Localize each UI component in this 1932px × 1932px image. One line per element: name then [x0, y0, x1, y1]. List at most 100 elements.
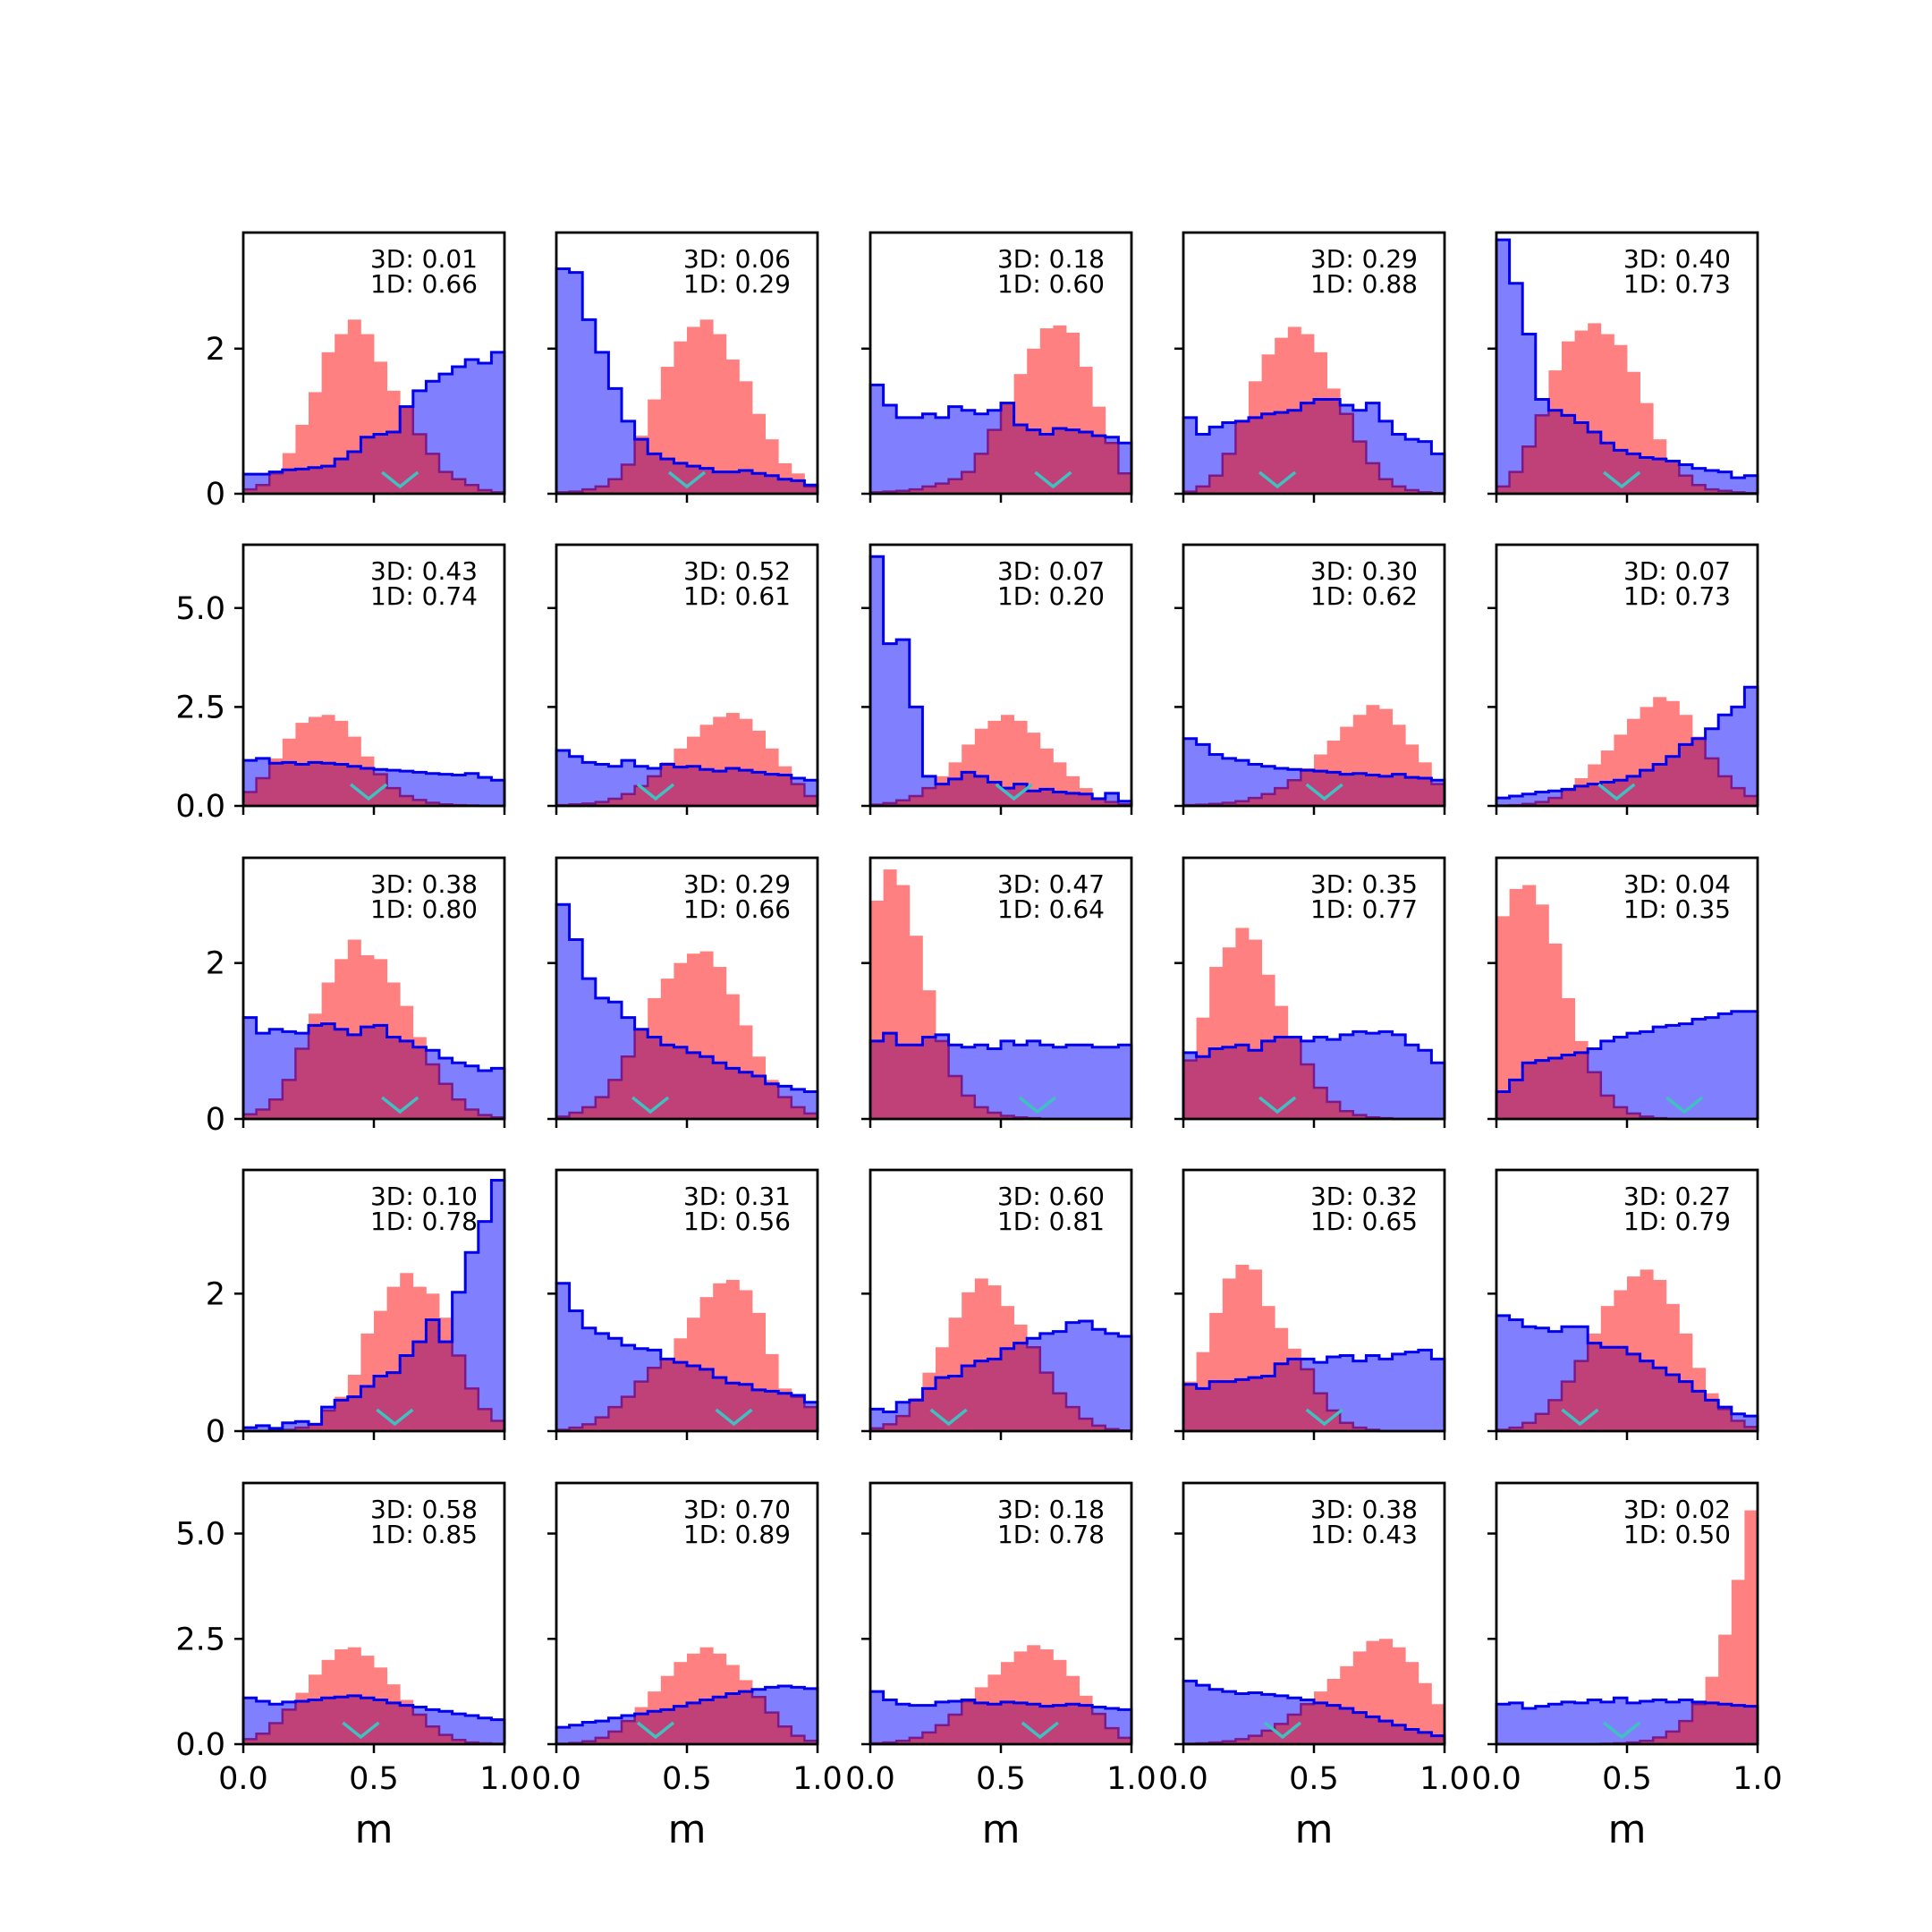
overlap-bar-13 — [412, 434, 427, 494]
blue-bar-4 — [922, 1705, 936, 1733]
overlap-bar-10 — [374, 1376, 387, 1431]
blue-bar-17 — [778, 1086, 792, 1097]
blue-bar-16 — [1392, 1353, 1406, 1431]
blue-step-line — [242, 1179, 506, 1431]
blue-bar-5 — [622, 1017, 635, 1057]
overlap-bar-18 — [1731, 1420, 1745, 1431]
overlap-bar-19 — [1118, 1737, 1132, 1744]
x-tick-label: 0.0 — [1471, 1761, 1521, 1797]
annotation-1d: 1D: 0.81 — [997, 1207, 1105, 1236]
overlap-bar-1 — [1196, 1056, 1210, 1119]
blue-bar-2 — [1522, 334, 1537, 447]
overlap-bar-7 — [335, 1029, 349, 1119]
overlap-bar-19 — [804, 1741, 818, 1744]
overlap-bar-6 — [1261, 793, 1275, 806]
blue-bar-17 — [1092, 1046, 1106, 1119]
marker-chevron — [1258, 470, 1297, 489]
overlap-bar-12 — [400, 1705, 414, 1744]
overlap-bar-10 — [374, 1699, 387, 1744]
blue-step-line — [1495, 1314, 1759, 1431]
blue-bar-1 — [883, 1411, 897, 1425]
overlap-bar-12 — [1340, 1111, 1354, 1119]
red-bar-7 — [335, 959, 349, 1030]
marker-chevron — [636, 783, 675, 801]
red-bar-14 — [1053, 762, 1067, 792]
overlap-bar-7 — [962, 1366, 976, 1431]
x-axis-label: m — [1608, 1807, 1647, 1852]
blue-bar-18 — [1418, 1350, 1432, 1431]
x-tick-label: 0.5 — [1602, 1761, 1652, 1797]
overlap-bar-12 — [1340, 413, 1354, 494]
overlap-bar-11 — [1640, 1360, 1654, 1431]
blue-bar-5 — [936, 417, 949, 484]
red-bar-15 — [1379, 708, 1393, 776]
blue-bar-0 — [1496, 240, 1510, 487]
blue-bar-18 — [1105, 436, 1119, 444]
overlap-bar-13 — [1352, 773, 1367, 806]
blue-bar-13 — [412, 772, 427, 801]
red-bar-9 — [1614, 344, 1628, 451]
overlap-bar-8 — [1287, 780, 1301, 806]
blue-bar-14 — [426, 1709, 440, 1727]
blue-bar-14 — [1679, 1699, 1693, 1722]
overlap-bar-12 — [1340, 774, 1354, 806]
y-tick-label: 2 — [206, 1276, 225, 1312]
overlap-bar-4 — [295, 1048, 309, 1119]
overlap-bar-4 — [608, 799, 623, 806]
annotation-3d: 3D: 0.18 — [997, 1495, 1105, 1524]
red-bar-17 — [1405, 744, 1419, 778]
blue-bar-3 — [1222, 1691, 1236, 1741]
overlap-bar-1 — [1509, 1428, 1523, 1431]
blue-bar-19 — [1744, 687, 1758, 796]
overlap-bar-0 — [243, 489, 257, 494]
blue-bar-19 — [1431, 453, 1445, 494]
red-bar-17 — [778, 1388, 792, 1394]
overlap-bar-17 — [1092, 436, 1106, 494]
y-tick-label: 5.0 — [175, 1517, 225, 1553]
blue-bar-18 — [1105, 1046, 1119, 1119]
blue-bar-18 — [1731, 478, 1745, 493]
overlap-bar-8 — [974, 453, 988, 494]
overlap-bar-5 — [622, 1396, 635, 1431]
overlap-bar-11 — [1326, 1705, 1341, 1744]
annotation-1d: 1D: 0.62 — [1310, 581, 1418, 611]
blue-bar-0 — [556, 750, 570, 806]
blue-bar-15 — [439, 1058, 453, 1084]
overlap-bar-15 — [752, 1076, 766, 1119]
red-bar-16 — [1079, 788, 1093, 794]
blue-bar-3 — [1222, 758, 1236, 803]
overlap-bar-0 — [1183, 1384, 1197, 1431]
blue-bar-4 — [295, 1421, 309, 1428]
blue-step-line — [869, 555, 1133, 806]
red-bar-7 — [335, 1396, 349, 1401]
overlap-bar-13 — [1039, 1372, 1054, 1431]
annotation-1d: 1D: 0.78 — [370, 1207, 478, 1236]
overlap-bar-5 — [309, 1424, 322, 1431]
annotation-1d: 1D: 0.77 — [1310, 894, 1418, 924]
overlap-bar-10 — [1314, 399, 1327, 494]
overlap-bar-16 — [1079, 1419, 1093, 1431]
overlap-bar-5 — [1249, 1735, 1262, 1744]
overlap-bar-10 — [1627, 1353, 1640, 1431]
overlap-bar-15 — [1379, 479, 1393, 494]
overlap-bar-3 — [1535, 801, 1549, 806]
red-bar-12 — [1653, 439, 1667, 460]
overlap-bar-14 — [1366, 775, 1380, 806]
blue-bar-14 — [1053, 1046, 1067, 1119]
blue-step-line — [1182, 398, 1446, 494]
red-bar-7 — [962, 744, 976, 773]
blue-bar-8 — [974, 1045, 988, 1107]
blue-bar-3 — [595, 1721, 609, 1738]
blue-step-line — [242, 351, 506, 494]
blue-bar-18 — [791, 1687, 805, 1736]
blue-bar-5 — [622, 1715, 635, 1722]
blue-bar-13 — [1352, 1360, 1367, 1428]
overlap-bar-9 — [674, 1706, 688, 1744]
overlap-bar-16 — [1079, 1705, 1093, 1744]
red-bar-16 — [765, 1353, 779, 1392]
overlap-bar-6 — [1261, 1040, 1275, 1119]
red-bar-15 — [1692, 1368, 1706, 1392]
red-bar-6 — [948, 1318, 962, 1377]
